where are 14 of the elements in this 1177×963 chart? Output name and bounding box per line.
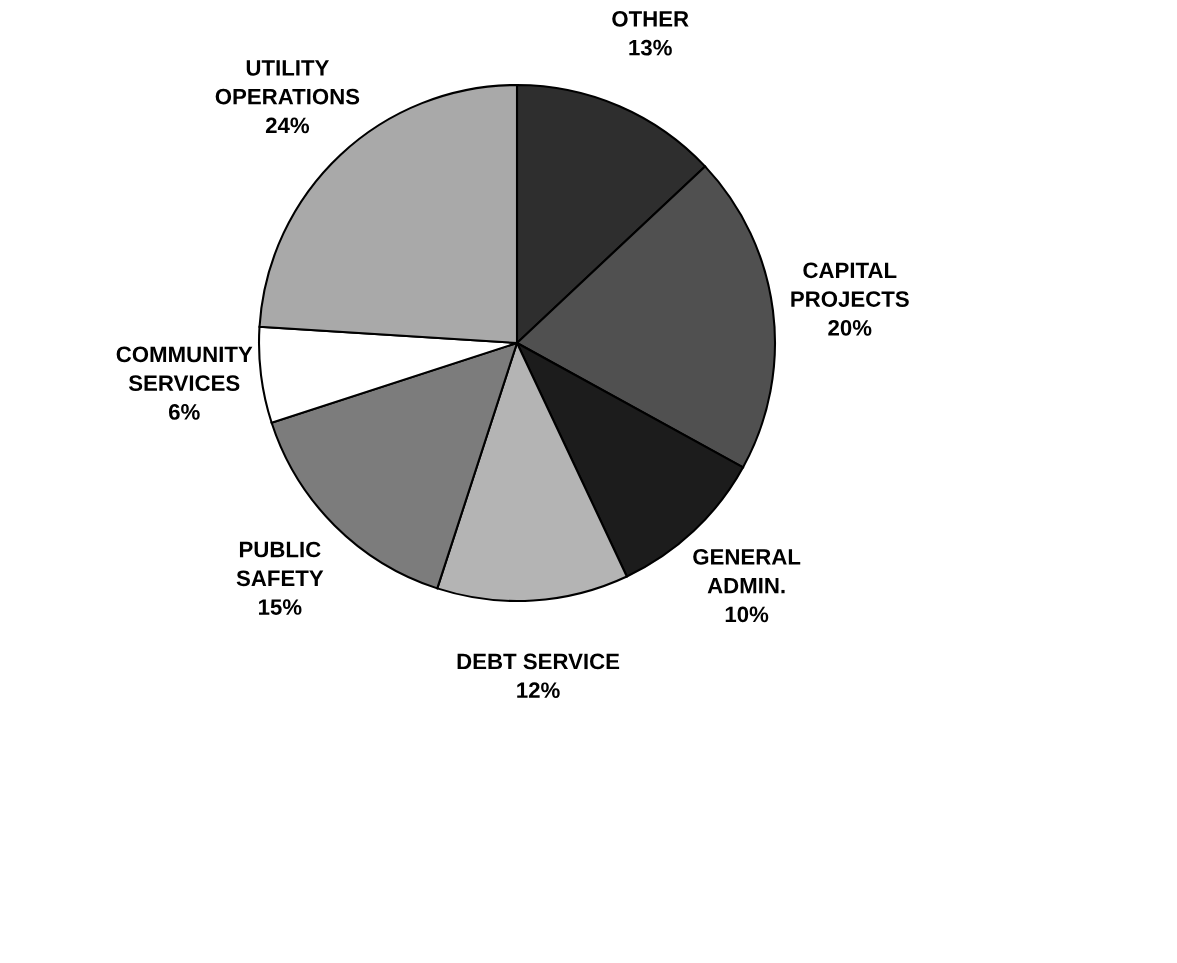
slice-label: GENERAL ADMIN. xyxy=(693,548,801,594)
data-label: 12% xyxy=(517,682,560,699)
data-label: 24% xyxy=(265,117,310,134)
slice-label: DEBT SERVICE xyxy=(457,653,620,670)
slice-label: UTILITY OPERATIONS xyxy=(215,60,360,105)
slice-label: COMMUNITY SERVICES xyxy=(116,346,253,391)
data-label: 13% xyxy=(629,39,672,56)
data-label: 20% xyxy=(828,319,872,336)
slice-label: OTHER xyxy=(612,11,689,27)
slice-label: CAPITAL PROJECTS xyxy=(791,262,909,307)
slice-label: PUBLIC SAFETY xyxy=(236,541,324,587)
data-label: 6% xyxy=(169,404,200,420)
data-label: 15% xyxy=(259,599,302,615)
data-label: 10% xyxy=(725,606,769,623)
